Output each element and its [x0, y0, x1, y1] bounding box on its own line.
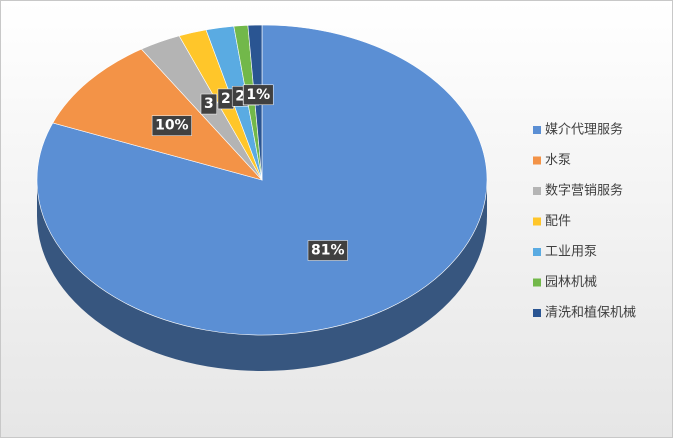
- legend-label: 工业用泵: [545, 245, 597, 260]
- legend-label: 数字营销服务: [545, 183, 623, 199]
- data-label-text: 2: [235, 88, 245, 104]
- legend-label: 清洗和植保机械: [545, 306, 636, 321]
- slice-side: [37, 180, 487, 371]
- data-label-box: [307, 240, 348, 261]
- legend-swatch: [533, 248, 541, 256]
- data-label-box: [200, 93, 218, 115]
- data-label-text: 81%: [311, 243, 345, 259]
- data-label: 81%: [307, 240, 348, 261]
- legend-swatch: [533, 278, 541, 287]
- labels: 81%10%32211%: [151, 84, 348, 261]
- pie: [36, 24, 488, 371]
- data-label: 2: [217, 88, 234, 110]
- legend-swatch: [533, 217, 541, 226]
- legend-swatch: [533, 309, 541, 317]
- legend-swatch: [533, 156, 541, 165]
- data-label-box: [151, 115, 192, 136]
- legend-label: 水泵: [545, 153, 571, 168]
- slice: [52, 48, 263, 181]
- data-label: 10%: [151, 115, 192, 136]
- data-label-text: 10%: [155, 118, 189, 134]
- legend-label: 媒介代理服务: [545, 122, 623, 138]
- legend-swatch: [533, 187, 541, 195]
- legend-swatch: [533, 126, 541, 134]
- data-label: 3: [200, 93, 218, 115]
- data-label-text: 3: [204, 96, 214, 112]
- legend-label: 园林机械: [545, 275, 597, 290]
- legend-label: 配件: [545, 214, 571, 229]
- data-label-box: [243, 84, 274, 106]
- data-label: 1%: [243, 84, 274, 106]
- data-label-text: 1%: [246, 87, 270, 103]
- data-label-text: 2: [221, 91, 231, 107]
